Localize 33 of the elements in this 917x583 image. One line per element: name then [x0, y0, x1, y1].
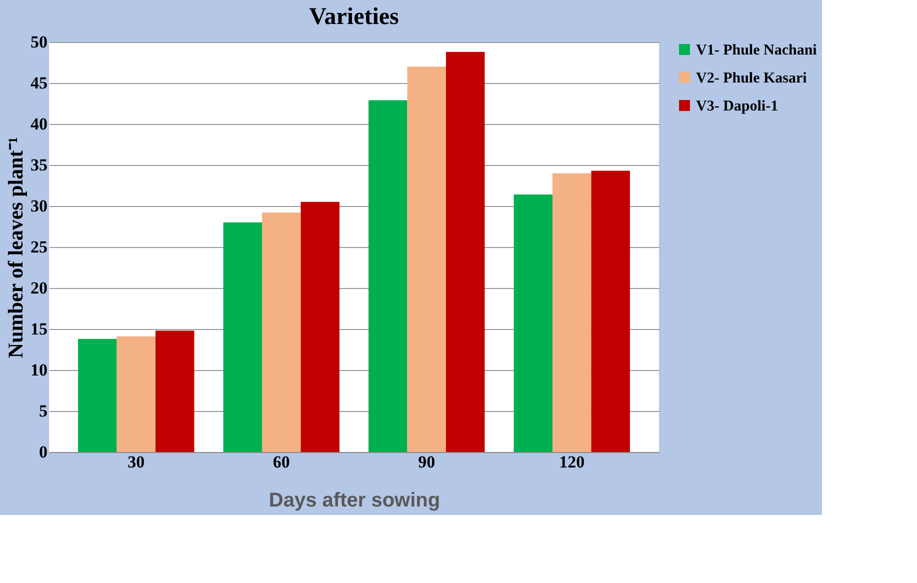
bar: [78, 338, 117, 452]
legend-label: V3- Dapoli-1: [696, 98, 778, 114]
legend-label: V1- Phule Nachani: [696, 42, 817, 58]
legend-label: V2- Phule Kasari: [696, 70, 807, 86]
y-tick-label: 35: [30, 156, 48, 174]
bar: [407, 66, 446, 452]
bar: [116, 336, 156, 452]
bar: [300, 202, 340, 452]
y-tick-label: 25: [30, 238, 48, 256]
y-tick-label: 40: [30, 114, 48, 134]
bar: [552, 173, 592, 452]
bar: [262, 212, 301, 452]
bar: [514, 194, 552, 452]
y-tick-label: 15: [30, 320, 48, 338]
x-tick-label: 120: [559, 452, 585, 472]
x-tick-label: 90: [418, 452, 436, 472]
x-axis-title: Days after sowing: [268, 490, 440, 512]
y-tick-label: 10: [30, 360, 48, 380]
y-tick-label: 5: [39, 402, 48, 420]
y-tick-label: 20: [30, 278, 48, 298]
bar: [156, 330, 194, 452]
y-tick-label: 0: [39, 442, 48, 462]
bar: [446, 52, 485, 452]
x-tick-label: 30: [128, 452, 145, 472]
bar: [368, 100, 408, 452]
chart-title: Varieties: [309, 4, 399, 30]
y-tick-label: 45: [30, 74, 48, 92]
y-axis-title: Number of leaves plant⁻¹: [4, 136, 28, 358]
bar: [591, 170, 630, 452]
x-tick-label: 60: [272, 452, 290, 472]
y-tick-label: 50: [30, 32, 48, 52]
bar: [223, 222, 262, 452]
y-tick-label: 30: [30, 196, 48, 216]
